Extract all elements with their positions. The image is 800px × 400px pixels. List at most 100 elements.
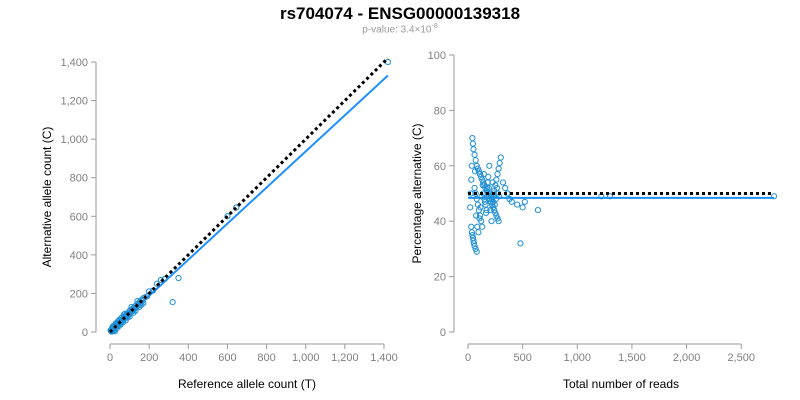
right-data-point	[476, 215, 483, 222]
right-data-point	[489, 179, 496, 186]
left-x-tick-label: 200	[140, 352, 158, 364]
right-data-point	[475, 229, 482, 236]
left-fit-line	[109, 74, 389, 333]
right-data-point	[472, 245, 479, 252]
subtitle-text: p-value: 3.4×10	[362, 24, 432, 36]
left-y-tick-label: 200	[70, 288, 88, 300]
right-data-point	[519, 204, 526, 211]
right-data-point	[481, 198, 489, 205]
right-data-point	[474, 223, 481, 230]
left-reference-line	[108, 57, 389, 334]
right-data-point	[473, 248, 480, 255]
right-data-point	[606, 193, 614, 200]
right-y-tick-label: 60	[434, 161, 446, 173]
left-y-tick-label: 1,000	[60, 134, 88, 146]
left-y-tick-label: 1,200	[60, 96, 88, 108]
right-data-point	[488, 195, 496, 203]
right-data-point	[491, 201, 498, 208]
right-y-tick-label: 20	[434, 272, 446, 284]
right-data-point	[469, 231, 476, 239]
right-data-point	[468, 229, 475, 236]
right-data-point	[499, 179, 507, 186]
right-data-point	[472, 157, 479, 164]
right-y-tick-label: 80	[434, 105, 446, 117]
right-data-point	[495, 165, 502, 172]
right-data-point	[502, 184, 509, 192]
left-data-point	[107, 327, 114, 334]
right-data-point	[487, 207, 494, 214]
left-data-point	[153, 280, 161, 287]
right-data-point	[471, 243, 478, 250]
left-x-tick-label: 400	[179, 352, 197, 364]
left-x-axis-label: Reference allele count (T)	[178, 377, 316, 391]
left-y-axis-label: Alternative allele count (C)	[40, 127, 54, 268]
right-data-point	[770, 193, 778, 200]
right-data-point	[483, 207, 490, 214]
right-data-point	[469, 234, 477, 241]
left-y-tick-label: 800	[70, 173, 88, 185]
right-y-tick-label: 100	[428, 50, 446, 62]
left-x-tick-label: 1,200	[331, 352, 359, 364]
right-data-point	[479, 182, 486, 189]
right-data-point	[476, 212, 484, 219]
chart-subtitle: p-value: 3.4×10-8	[0, 23, 800, 35]
right-data-point	[468, 176, 475, 183]
right-y-tick-label: 0	[440, 327, 446, 339]
left-data-point	[169, 299, 176, 306]
right-data-point	[469, 140, 477, 147]
right-data-point	[490, 190, 497, 197]
right-data-point	[508, 198, 515, 205]
left-y-tick-label: 600	[70, 211, 88, 223]
right-data-point	[488, 218, 495, 225]
subtitle-exponent: -8	[431, 23, 438, 30]
right-data-point	[492, 209, 499, 216]
right-data-point	[472, 168, 479, 175]
right-x-tick-label: 500	[513, 352, 531, 364]
right-data-point	[493, 184, 501, 192]
right-x-tick-label: 0	[465, 352, 471, 364]
right-data-point	[477, 204, 484, 211]
chart-title: rs704074 - ENSG00000139318	[279, 4, 521, 23]
right-data-point	[494, 171, 501, 178]
right-x-axis-label: Total number of reads	[563, 377, 679, 391]
right-data-point	[480, 171, 487, 178]
right-x-tick-label: 2,500	[727, 352, 755, 364]
right-data-point	[514, 201, 521, 208]
right-data-point	[482, 209, 490, 216]
right-x-tick-label: 2,000	[673, 352, 701, 364]
right-data-point	[470, 237, 477, 244]
right-data-point	[468, 162, 475, 169]
left-x-tick-label: 600	[218, 352, 236, 364]
left-data-point	[233, 204, 240, 211]
right-data-point	[480, 179, 487, 186]
right-data-point	[494, 215, 501, 222]
right-data-point	[521, 198, 528, 205]
right-data-point	[470, 240, 478, 247]
right-data-point	[473, 195, 480, 203]
left-x-tick-label: 0	[107, 352, 113, 364]
left-x-tick-label: 1,400	[370, 352, 398, 364]
right-y-axis-label: Percentage alternative (C)	[410, 123, 424, 263]
right-data-point	[493, 212, 500, 219]
right-data-point	[476, 171, 484, 178]
right-data-point	[473, 212, 480, 219]
right-data-point	[468, 223, 475, 230]
right-data-point	[485, 173, 492, 180]
left-data-point	[175, 274, 182, 282]
left-y-tick-label: 1,400	[60, 57, 88, 69]
right-data-point	[496, 159, 503, 167]
right-data-point	[495, 218, 502, 225]
left-data-point	[224, 213, 231, 220]
right-data-point	[486, 162, 493, 169]
left-x-tick-label: 1,000	[292, 352, 320, 364]
right-data-point	[475, 168, 483, 175]
right-data-point	[471, 184, 478, 192]
right-data-point	[471, 151, 478, 158]
left-y-tick-label: 400	[70, 250, 88, 262]
left-y-tick-label: 0	[82, 327, 88, 339]
right-data-point	[517, 240, 524, 247]
right-data-point	[484, 184, 491, 192]
right-x-tick-label: 1,000	[564, 352, 592, 364]
